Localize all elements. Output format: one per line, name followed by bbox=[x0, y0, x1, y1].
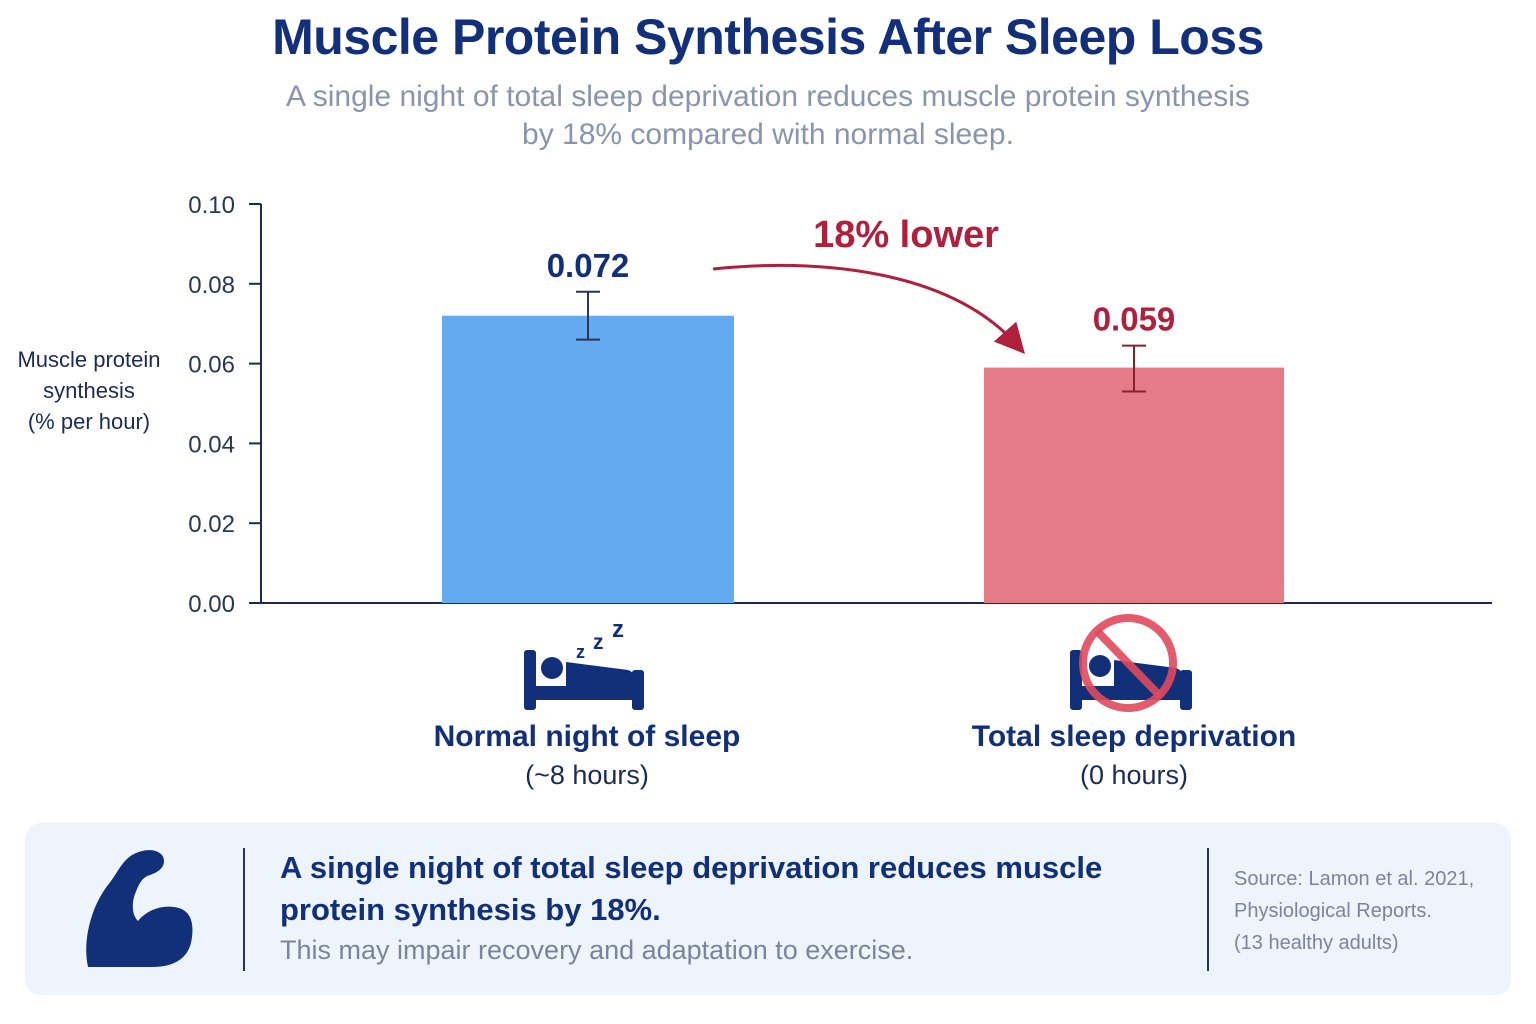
y-tick-label: 0.02 bbox=[188, 511, 235, 538]
value-label-2: 0.059 bbox=[1093, 301, 1176, 338]
chart-subtitle: A single night of total sleep deprivatio… bbox=[218, 78, 1318, 154]
svg-text:z: z bbox=[593, 631, 604, 654]
y-axis-label-line-1: Muscle protein bbox=[17, 347, 161, 372]
bar-chart: 0.00 0.02 0.04 0.06 0.08 0.10 0.072 0.059 18% … bbox=[188, 192, 1492, 618]
panel-subtext: This may impair recovery and adaptation … bbox=[280, 935, 914, 965]
source-citation: Source: Lamon et al. 2021, Physiological… bbox=[1234, 863, 1504, 959]
bars bbox=[442, 290, 1284, 603]
subtitle-line-1: A single night of total sleep deprivatio… bbox=[286, 80, 1250, 113]
panel-headline: A single night of total sleep deprivatio… bbox=[280, 847, 1180, 931]
y-tick-label: 0.06 bbox=[188, 352, 235, 379]
panel-divider-right bbox=[1207, 848, 1209, 971]
y-tick-label: 0.00 bbox=[188, 591, 235, 618]
value-label-1: 0.072 bbox=[547, 247, 630, 284]
value-labels: 0.072 0.059 bbox=[547, 247, 1176, 338]
sleeping-bed-icon: z z z bbox=[520, 612, 650, 717]
annotation-18-percent-lower: 18% lower bbox=[813, 214, 999, 256]
category-sublabel-normal-sleep: (~8 hours) bbox=[525, 760, 649, 790]
y-axis-label-line-2: synthesis bbox=[43, 378, 135, 403]
no-sleep-bed-icon bbox=[1066, 612, 1198, 721]
chart-title: Muscle Protein Synthesis After Sleep Los… bbox=[272, 9, 1264, 65]
category-label-sleep-deprivation: Total sleep deprivation bbox=[971, 720, 1297, 753]
category-label-normal-sleep: Normal night of sleep bbox=[433, 720, 741, 753]
flexed-bicep-icon bbox=[80, 845, 200, 980]
source-line-3: (13 healthy adults) bbox=[1234, 932, 1399, 954]
svg-text:z: z bbox=[612, 616, 624, 643]
axes: 0.00 0.02 0.04 0.06 0.08 0.10 bbox=[188, 192, 1492, 618]
source-line-1: Source: Lamon et al. 2021, bbox=[1234, 868, 1475, 890]
bar-2 bbox=[984, 367, 1284, 603]
panel-headline-line-1: A single night of total sleep deprivatio… bbox=[280, 850, 1103, 885]
error-bar-1 bbox=[576, 290, 600, 341]
y-tick-label: 0.08 bbox=[188, 272, 235, 299]
y-tick-label: 0.04 bbox=[188, 431, 235, 458]
subtitle-line-2: by 18% compared with normal sleep. bbox=[522, 118, 1014, 151]
y-tick-label: 0.10 bbox=[188, 192, 235, 219]
category-sublabel-sleep-deprivation: (0 hours) bbox=[1079, 760, 1189, 790]
y-axis-label: Muscle protein synthesis (% per hour) bbox=[6, 344, 172, 437]
svg-text:z: z bbox=[576, 642, 585, 662]
source-line-2: Physiological Reports. bbox=[1234, 900, 1432, 922]
panel-headline-line-2: protein synthesis by 18%. bbox=[280, 892, 661, 927]
panel-divider-left bbox=[243, 848, 245, 971]
y-axis-label-line-3: (% per hour) bbox=[27, 409, 151, 434]
bar-1 bbox=[442, 315, 734, 603]
error-bar-2 bbox=[1122, 344, 1146, 393]
decrease-arrow bbox=[712, 263, 1026, 354]
summary-panel: A single night of total sleep deprivatio… bbox=[25, 823, 1511, 995]
